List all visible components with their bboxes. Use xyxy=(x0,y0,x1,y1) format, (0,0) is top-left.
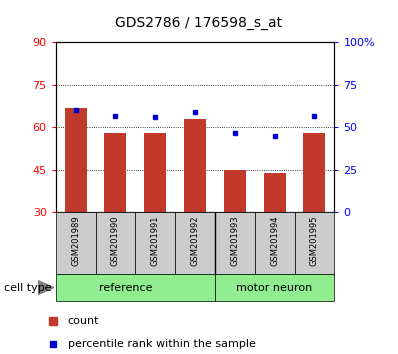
Text: GSM201995: GSM201995 xyxy=(310,216,319,266)
Bar xyxy=(295,212,334,274)
Text: GSM201991: GSM201991 xyxy=(151,216,160,266)
Text: GDS2786 / 176598_s_at: GDS2786 / 176598_s_at xyxy=(115,16,283,30)
Bar xyxy=(215,212,255,274)
Text: count: count xyxy=(68,316,100,326)
Bar xyxy=(184,119,206,212)
Bar xyxy=(255,212,295,274)
Text: GSM201992: GSM201992 xyxy=(191,216,199,266)
Bar xyxy=(144,133,166,212)
Bar xyxy=(56,274,215,301)
Bar xyxy=(303,133,325,212)
Bar xyxy=(215,274,334,301)
Text: cell type: cell type xyxy=(4,282,52,293)
Bar xyxy=(56,212,96,274)
Polygon shape xyxy=(38,280,54,295)
Text: GSM201994: GSM201994 xyxy=(270,216,279,266)
Text: GSM201989: GSM201989 xyxy=(71,216,80,266)
Bar xyxy=(175,212,215,274)
Bar xyxy=(96,212,135,274)
Text: motor neuron: motor neuron xyxy=(236,282,313,293)
Bar xyxy=(224,170,246,212)
Text: GSM201993: GSM201993 xyxy=(230,216,239,266)
Text: percentile rank within the sample: percentile rank within the sample xyxy=(68,339,256,349)
Bar xyxy=(263,173,285,212)
Text: GSM201990: GSM201990 xyxy=(111,216,120,266)
Text: reference: reference xyxy=(99,282,152,293)
Bar xyxy=(104,133,126,212)
Bar xyxy=(135,212,175,274)
Bar xyxy=(65,108,87,212)
